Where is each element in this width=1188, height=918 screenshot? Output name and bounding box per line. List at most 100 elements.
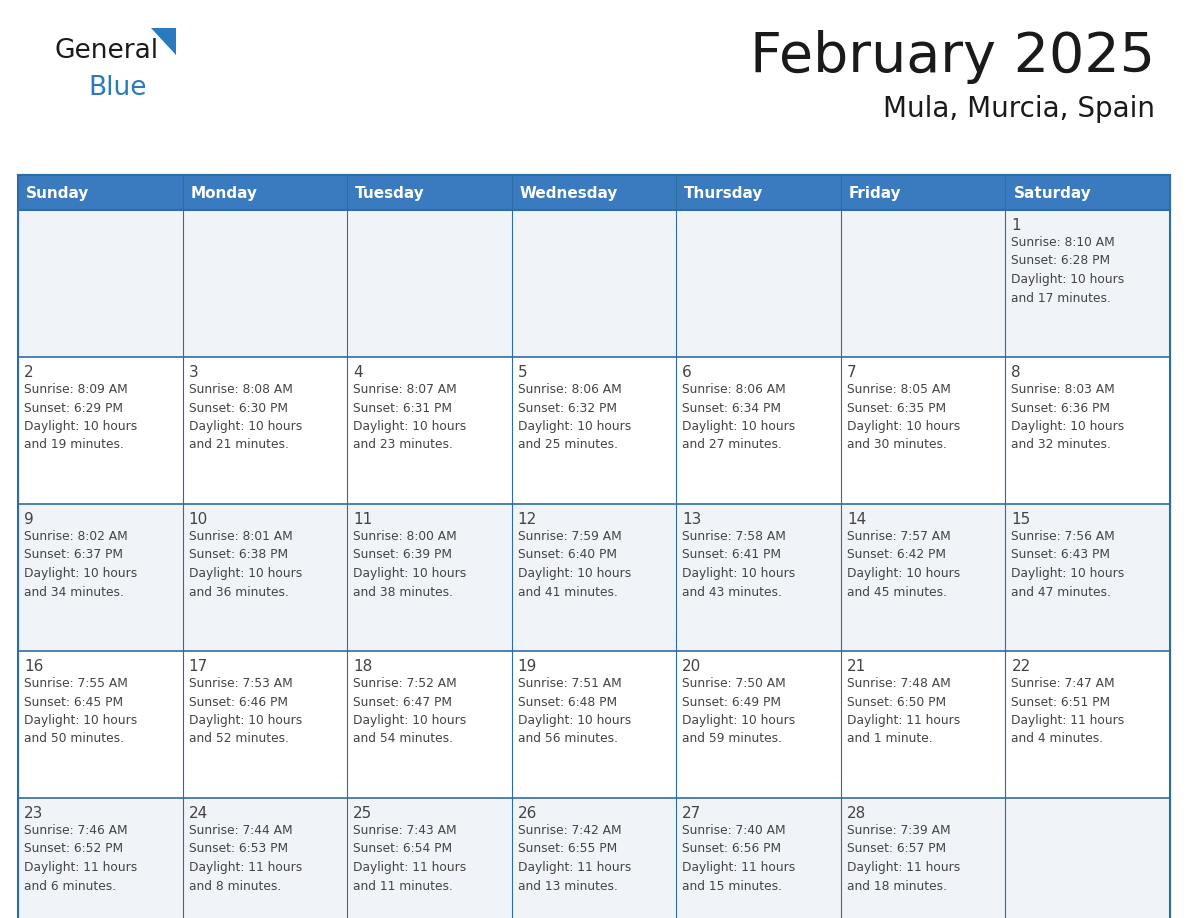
Text: Sunrise: 8:08 AM: Sunrise: 8:08 AM [189, 383, 292, 396]
Bar [347, 651, 512, 798]
Text: Sunset: 6:46 PM: Sunset: 6:46 PM [189, 696, 287, 709]
Text: and 47 minutes.: and 47 minutes. [1011, 586, 1111, 599]
Bar [183, 210, 347, 357]
Text: 21: 21 [847, 659, 866, 674]
Bar [841, 210, 1005, 357]
Text: 24: 24 [189, 806, 208, 821]
Text: 17: 17 [189, 659, 208, 674]
Text: Sunset: 6:55 PM: Sunset: 6:55 PM [518, 843, 617, 856]
Text: Saturday: Saturday [1013, 186, 1092, 201]
Text: and 25 minutes.: and 25 minutes. [518, 439, 618, 452]
Bar [512, 504, 676, 651]
Text: 23: 23 [24, 806, 44, 821]
Text: Sunrise: 7:40 AM: Sunrise: 7:40 AM [682, 824, 786, 837]
Text: Daylight: 11 hours: Daylight: 11 hours [847, 714, 960, 727]
Text: Daylight: 11 hours: Daylight: 11 hours [1011, 714, 1125, 727]
Bar [183, 357, 347, 504]
Text: Sunrise: 8:10 AM: Sunrise: 8:10 AM [1011, 236, 1116, 249]
Text: Sunset: 6:38 PM: Sunset: 6:38 PM [189, 548, 287, 562]
Text: Sunrise: 7:55 AM: Sunrise: 7:55 AM [24, 677, 128, 690]
Text: Sunrise: 8:03 AM: Sunrise: 8:03 AM [1011, 383, 1116, 396]
Bar [512, 357, 676, 504]
Text: and 30 minutes.: and 30 minutes. [847, 439, 947, 452]
Text: Wednesday: Wednesday [519, 186, 618, 201]
Bar [841, 357, 1005, 504]
Text: Daylight: 11 hours: Daylight: 11 hours [24, 861, 138, 874]
Text: Sunset: 6:37 PM: Sunset: 6:37 PM [24, 548, 124, 562]
Text: Daylight: 10 hours: Daylight: 10 hours [518, 420, 631, 433]
Text: 16: 16 [24, 659, 44, 674]
Text: Daylight: 10 hours: Daylight: 10 hours [1011, 273, 1125, 286]
Bar [183, 175, 347, 210]
Text: and 45 minutes.: and 45 minutes. [847, 586, 947, 599]
Bar [18, 651, 183, 798]
Text: Sunset: 6:47 PM: Sunset: 6:47 PM [353, 696, 453, 709]
Bar [18, 210, 183, 357]
Text: and 17 minutes.: and 17 minutes. [1011, 292, 1111, 305]
Text: Sunset: 6:31 PM: Sunset: 6:31 PM [353, 401, 453, 415]
Bar [18, 357, 183, 504]
Text: Tuesday: Tuesday [355, 186, 425, 201]
Text: Sunrise: 8:01 AM: Sunrise: 8:01 AM [189, 530, 292, 543]
Text: and 8 minutes.: and 8 minutes. [189, 879, 280, 892]
Text: Daylight: 10 hours: Daylight: 10 hours [353, 420, 467, 433]
Text: and 23 minutes.: and 23 minutes. [353, 439, 453, 452]
Bar [1005, 651, 1170, 798]
Text: Sunrise: 7:59 AM: Sunrise: 7:59 AM [518, 530, 621, 543]
Text: 8: 8 [1011, 365, 1020, 380]
Bar [18, 798, 183, 918]
Text: and 54 minutes.: and 54 minutes. [353, 733, 453, 745]
Text: Sunrise: 7:44 AM: Sunrise: 7:44 AM [189, 824, 292, 837]
Text: Sunset: 6:57 PM: Sunset: 6:57 PM [847, 843, 946, 856]
Bar [347, 504, 512, 651]
Text: and 36 minutes.: and 36 minutes. [189, 586, 289, 599]
Bar [347, 357, 512, 504]
Text: Sunrise: 8:00 AM: Sunrise: 8:00 AM [353, 530, 457, 543]
Bar [1005, 798, 1170, 918]
Text: and 15 minutes.: and 15 minutes. [682, 879, 782, 892]
Text: Sunrise: 7:42 AM: Sunrise: 7:42 AM [518, 824, 621, 837]
Text: 15: 15 [1011, 512, 1031, 527]
Text: Sunrise: 7:58 AM: Sunrise: 7:58 AM [682, 530, 786, 543]
Text: Sunset: 6:54 PM: Sunset: 6:54 PM [353, 843, 453, 856]
Text: Sunrise: 7:39 AM: Sunrise: 7:39 AM [847, 824, 950, 837]
Text: Daylight: 10 hours: Daylight: 10 hours [189, 714, 302, 727]
Text: Sunrise: 7:56 AM: Sunrise: 7:56 AM [1011, 530, 1116, 543]
Text: 19: 19 [518, 659, 537, 674]
Text: 3: 3 [189, 365, 198, 380]
Text: 25: 25 [353, 806, 372, 821]
Bar [676, 210, 841, 357]
Text: Sunset: 6:28 PM: Sunset: 6:28 PM [1011, 254, 1111, 267]
Bar [512, 175, 676, 210]
Text: 28: 28 [847, 806, 866, 821]
Text: Sunrise: 7:47 AM: Sunrise: 7:47 AM [1011, 677, 1116, 690]
Text: Daylight: 10 hours: Daylight: 10 hours [1011, 420, 1125, 433]
Text: Sunset: 6:43 PM: Sunset: 6:43 PM [1011, 548, 1111, 562]
Text: Daylight: 11 hours: Daylight: 11 hours [847, 861, 960, 874]
Text: Sunset: 6:48 PM: Sunset: 6:48 PM [518, 696, 617, 709]
Text: Daylight: 10 hours: Daylight: 10 hours [682, 714, 796, 727]
Text: 4: 4 [353, 365, 362, 380]
Text: Blue: Blue [88, 75, 146, 101]
Text: Daylight: 10 hours: Daylight: 10 hours [682, 420, 796, 433]
Text: 9: 9 [24, 512, 33, 527]
Bar [841, 175, 1005, 210]
Text: Sunset: 6:36 PM: Sunset: 6:36 PM [1011, 401, 1111, 415]
Text: and 38 minutes.: and 38 minutes. [353, 586, 453, 599]
Text: Daylight: 10 hours: Daylight: 10 hours [24, 420, 138, 433]
Bar [18, 175, 183, 210]
Text: Sunrise: 7:48 AM: Sunrise: 7:48 AM [847, 677, 950, 690]
Bar [347, 798, 512, 918]
Text: Daylight: 10 hours: Daylight: 10 hours [682, 567, 796, 580]
Text: and 34 minutes.: and 34 minutes. [24, 586, 124, 599]
Bar [1005, 357, 1170, 504]
Text: 11: 11 [353, 512, 372, 527]
Text: and 56 minutes.: and 56 minutes. [518, 733, 618, 745]
Bar [1005, 175, 1170, 210]
Bar [347, 210, 512, 357]
Bar [676, 651, 841, 798]
Bar [183, 504, 347, 651]
Text: 18: 18 [353, 659, 372, 674]
Bar [512, 798, 676, 918]
Bar [676, 175, 841, 210]
